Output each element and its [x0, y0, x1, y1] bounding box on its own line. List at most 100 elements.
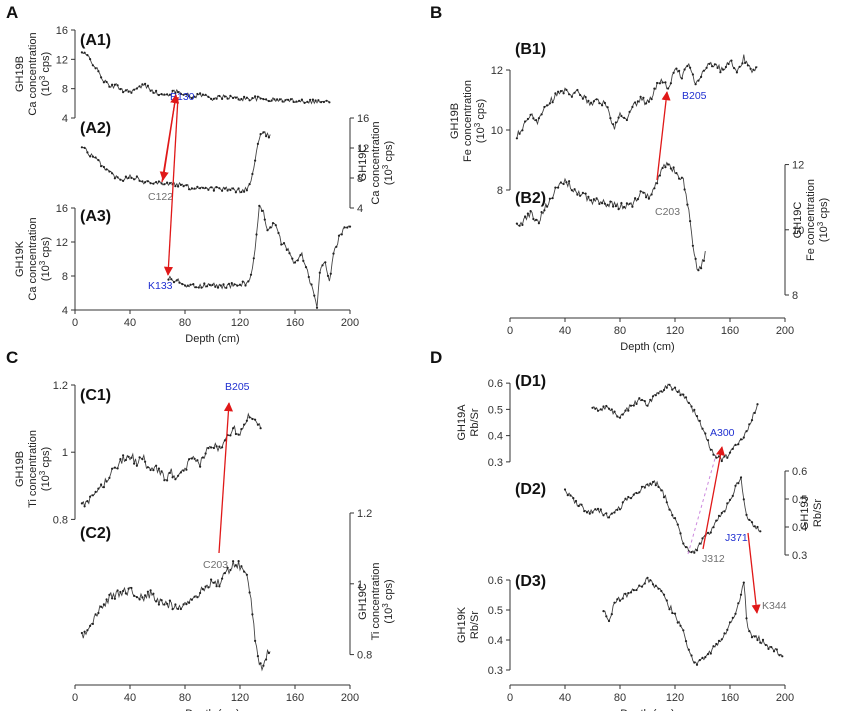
- data-point: [337, 234, 341, 237]
- data-point: [678, 177, 681, 180]
- data-point: [116, 467, 119, 470]
- data-point: [548, 102, 552, 105]
- data-point: [309, 98, 312, 101]
- data-point: [100, 483, 103, 486]
- data-point: [245, 419, 248, 422]
- data-point: [634, 197, 637, 200]
- data-point: [155, 89, 158, 92]
- data-point: [669, 82, 673, 85]
- data-point: [270, 99, 273, 102]
- data-point: [329, 272, 332, 275]
- data-point: [606, 203, 609, 206]
- x-tick-label: 0: [72, 692, 78, 704]
- x-axis-C: 0 40 80 120 160 200 Depth (cm): [72, 684, 359, 711]
- data-point: [119, 178, 122, 181]
- y-axis-title: GH19B Fe concentration (103 cps): [449, 80, 487, 162]
- data-point: [691, 73, 695, 76]
- panel-letter-C: C: [6, 348, 18, 367]
- data-point: [540, 211, 543, 214]
- data-point: [199, 591, 202, 595]
- data-point: [97, 487, 100, 490]
- data-point: [146, 180, 149, 183]
- data-point: [529, 210, 532, 213]
- data-point: [265, 135, 268, 138]
- y-tick-label: 1: [62, 447, 68, 459]
- y-title-line: GH19K: [456, 606, 468, 643]
- data-point: [105, 168, 108, 171]
- data-point: [727, 62, 730, 66]
- data-point: [645, 102, 648, 105]
- data-point: [521, 129, 524, 132]
- data-point: [627, 409, 630, 412]
- data-point: [119, 458, 122, 461]
- data-point: [700, 267, 703, 270]
- data-point: [737, 482, 740, 485]
- data-point: [238, 283, 242, 286]
- data-point: [292, 100, 295, 103]
- panel-A: A 0 40 80 120 160 200 Depth (cm) (A1) 4 8 12 16 GH19B…: [6, 3, 395, 345]
- data-point: [601, 202, 604, 205]
- y-tick-label: 12: [56, 54, 68, 66]
- data-point: [138, 456, 141, 459]
- data-point: [240, 190, 243, 194]
- data-point: [237, 187, 240, 190]
- data-point: [203, 282, 206, 285]
- data-point: [94, 67, 97, 70]
- data-point: [254, 418, 257, 421]
- data-point: [174, 603, 177, 606]
- data-point: [596, 409, 600, 412]
- y-title-line: Ca concentration: [27, 217, 39, 300]
- data-point: [144, 82, 147, 85]
- y-tick-label: 4: [357, 203, 363, 215]
- data-point: [602, 610, 605, 613]
- data-point: [280, 243, 283, 246]
- data-point: [624, 409, 627, 412]
- data-point: [252, 257, 255, 260]
- data-point: [185, 93, 188, 96]
- data-point: [100, 76, 103, 79]
- data-point: [229, 94, 232, 97]
- data-point: [735, 71, 739, 74]
- data-point: [267, 651, 270, 655]
- data-point: [179, 92, 182, 95]
- data-point: [229, 568, 232, 572]
- data-point: [573, 188, 576, 191]
- x-tick-label: 80: [614, 692, 626, 704]
- data-point: [332, 252, 335, 255]
- data-point: [587, 99, 590, 102]
- data-point: [662, 593, 666, 596]
- data-point: [196, 185, 199, 188]
- data-point: [660, 489, 663, 492]
- data-point: [554, 186, 557, 189]
- data-point: [94, 613, 97, 616]
- data-point: [282, 242, 286, 245]
- data-point: [612, 205, 615, 208]
- data-point: [682, 542, 685, 545]
- data-point: [679, 624, 682, 627]
- data-point: [676, 523, 679, 526]
- marker-label-J312: J312: [702, 553, 725, 565]
- data-point: [745, 513, 748, 517]
- data-point: [537, 222, 541, 225]
- x-tick-label: 0: [507, 692, 513, 704]
- data-point: [690, 551, 693, 554]
- data-point: [676, 390, 679, 394]
- y-title-line: GH19C: [357, 145, 369, 182]
- data-point: [680, 176, 684, 179]
- y-title-line: GH19A: [456, 404, 468, 441]
- data-point: [138, 179, 141, 182]
- data-point: [546, 205, 549, 208]
- data-point: [734, 443, 737, 446]
- data-point: [215, 186, 218, 189]
- data-point: [230, 282, 233, 285]
- y-axis-title: GH19B Ti concentration (103 cps): [14, 430, 52, 508]
- data-point: [679, 394, 682, 397]
- data-point: [731, 494, 734, 497]
- data-point: [694, 83, 697, 86]
- x-axis-A: 0 40 80 120 160 200 Depth (cm): [72, 309, 359, 345]
- data-point: [717, 639, 721, 643]
- data-point: [200, 286, 203, 289]
- data-point: [746, 64, 750, 67]
- data-point: [613, 410, 616, 413]
- data-point: [251, 613, 254, 616]
